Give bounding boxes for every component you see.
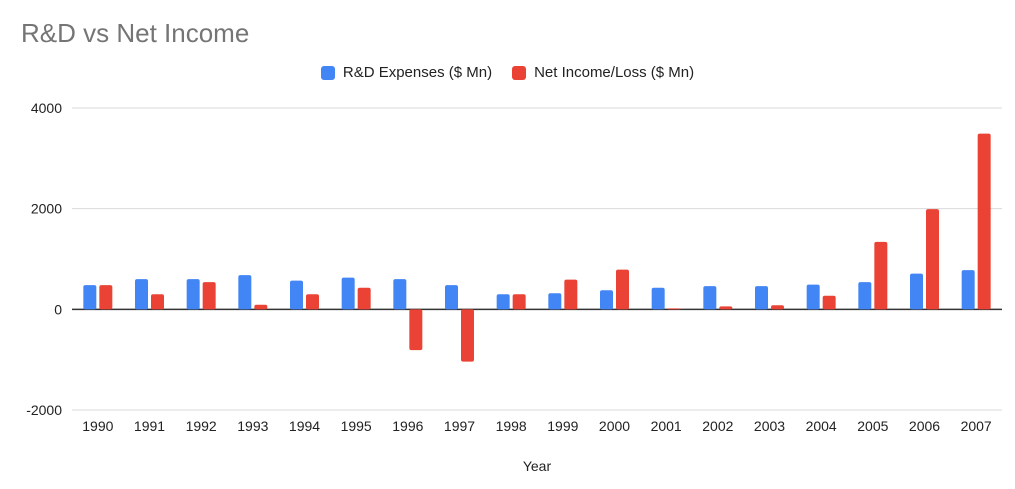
- bar-net-income: [357, 287, 371, 310]
- bar-rd: [703, 286, 717, 310]
- bar-rd: [238, 275, 252, 310]
- bar-net-income: [461, 309, 474, 362]
- x-tick-label: 1992: [186, 418, 217, 434]
- bar-net-income: [771, 305, 784, 310]
- bar-net-income: [99, 285, 113, 310]
- x-tick-label: 1990: [82, 418, 113, 434]
- x-tick-label: 1998: [496, 418, 527, 434]
- bar-rd: [393, 279, 407, 310]
- x-tick-label: 1996: [392, 418, 423, 434]
- legend-item-rd: R&D Expenses ($ Mn): [320, 64, 493, 81]
- bar-rd: [135, 279, 148, 310]
- x-tick-label: 1999: [547, 418, 578, 434]
- x-tick-label: 2007: [961, 418, 992, 434]
- bar-rd: [83, 285, 97, 310]
- x-tick-label: 2001: [651, 418, 682, 434]
- bar-net-income: [874, 241, 888, 310]
- bar-rd: [445, 285, 458, 310]
- x-tick-label: 2005: [857, 418, 888, 434]
- bar-rd: [806, 284, 820, 310]
- bar-net-income: [719, 306, 733, 310]
- x-tick-label: 1991: [134, 418, 165, 434]
- x-tick-label: 2004: [806, 418, 837, 434]
- y-tick-label: 2000: [31, 201, 62, 217]
- bar-net-income: [306, 294, 319, 310]
- y-tick-label: 4000: [31, 100, 62, 116]
- bar-rd: [961, 270, 975, 310]
- x-tick-label: 1995: [341, 418, 372, 434]
- bar-rd: [910, 273, 923, 310]
- bar-rd: [186, 279, 200, 310]
- legend-label-net-income: Net Income/Loss ($ Mn): [534, 64, 695, 81]
- bar-rd: [651, 287, 665, 310]
- bar-net-income: [822, 295, 836, 310]
- bar-net-income: [202, 282, 216, 310]
- legend: R&D Expenses ($ Mn) Net Income/Loss ($ M…: [0, 64, 1015, 81]
- bar-net-income: [667, 308, 681, 310]
- bar-net-income: [564, 279, 578, 310]
- bar-net-income: [926, 209, 939, 310]
- chart-title: R&D vs Net Income: [21, 18, 250, 48]
- bar-rd: [858, 282, 872, 310]
- bar-rd: [341, 277, 355, 310]
- legend-swatch-net-income: [512, 65, 527, 80]
- bar-net-income: [151, 294, 164, 310]
- x-tick-label: 2002: [702, 418, 733, 434]
- legend-item-net-income: Net Income/Loss ($ Mn): [512, 64, 694, 81]
- bar-net-income: [512, 294, 526, 310]
- bar-net-income: [616, 269, 629, 310]
- legend-label-rd: R&D Expenses ($ Mn): [342, 64, 493, 81]
- bar-net-income: [409, 309, 423, 351]
- bar-rd: [290, 280, 303, 310]
- x-tick-label: 2000: [599, 418, 630, 434]
- x-tick-label: 1993: [237, 418, 268, 434]
- bar-rd: [496, 294, 510, 310]
- bar-rd: [755, 286, 768, 310]
- y-tick-label: 0: [54, 301, 62, 317]
- bar-net-income: [254, 304, 268, 310]
- bar-rd: [548, 293, 562, 310]
- bar-rd: [600, 290, 613, 310]
- x-tick-label: 2003: [754, 418, 785, 434]
- x-axis-title: Year: [523, 458, 552, 474]
- legend-swatch-rd: [320, 65, 335, 80]
- x-tick-label: 1997: [444, 418, 475, 434]
- y-tick-label: -2000: [26, 402, 62, 418]
- bar-net-income: [977, 133, 991, 310]
- x-tick-label: 2006: [909, 418, 940, 434]
- x-tick-label: 1994: [289, 418, 320, 434]
